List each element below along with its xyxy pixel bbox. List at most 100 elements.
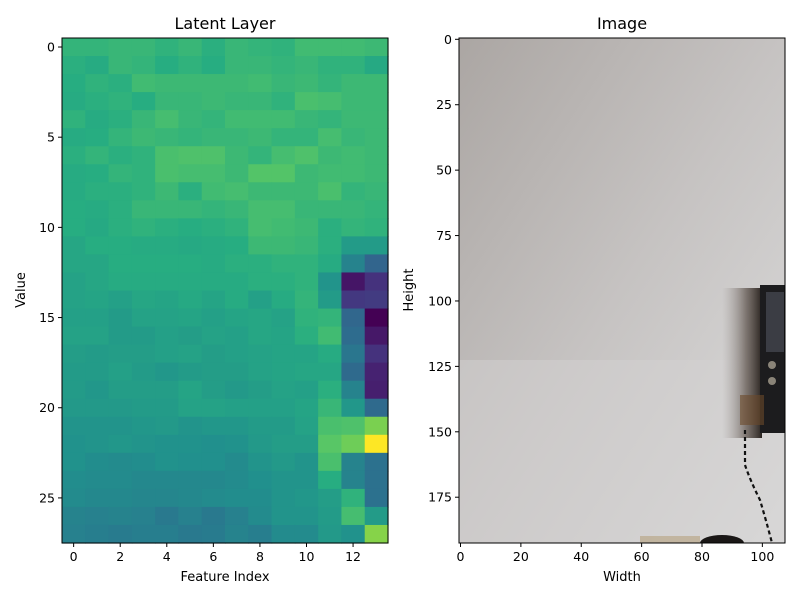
- device-base-glow: [740, 395, 764, 425]
- heatmap-cell: [62, 470, 86, 490]
- y-tick-label: 150: [428, 424, 452, 439]
- heatmap-cell: [85, 74, 110, 93]
- heatmap-cell: [271, 470, 296, 490]
- heatmap-cell: [318, 290, 343, 310]
- heatmap-cell: [108, 488, 133, 508]
- photo-image: [459, 38, 785, 543]
- x-tick-label: 0: [70, 549, 78, 564]
- heatmap-cell: [341, 398, 366, 418]
- heatmap-cell: [131, 416, 156, 436]
- heatmap-cell: [318, 398, 343, 418]
- heatmap-cell: [155, 56, 180, 75]
- y-tick-label: 0: [47, 40, 55, 55]
- heatmap-cell: [178, 236, 203, 256]
- heatmap-cell: [271, 236, 296, 256]
- heatmap-cell: [364, 524, 389, 544]
- heatmap-cell: [364, 362, 389, 382]
- heatmap-cell: [131, 56, 156, 75]
- x-tick-label: 4: [163, 549, 171, 564]
- y-tick-label: 10: [39, 220, 55, 235]
- heatmap-cell: [108, 524, 133, 544]
- heatmap-cell: [271, 128, 296, 147]
- heatmap-cell: [318, 416, 343, 436]
- heatmap-cell: [225, 38, 249, 57]
- heatmap-x-ticks: 0 2 4 6 8 10 12: [70, 543, 361, 564]
- heatmap-cell: [178, 308, 203, 328]
- heatmap-cell: [318, 200, 343, 219]
- heatmap-cell: [318, 434, 343, 454]
- heatmap-cell: [201, 164, 226, 183]
- heatmap-cell: [62, 506, 86, 526]
- heatmap-cell: [131, 362, 156, 382]
- heatmap-cell: [201, 128, 226, 147]
- heatmap-cell: [294, 218, 319, 237]
- heatmap-cell: [62, 38, 86, 57]
- heatmap-cell: [294, 524, 319, 544]
- heatmap-cell: [248, 326, 273, 346]
- heatmap-cell: [131, 524, 156, 544]
- heatmap-cell: [225, 182, 249, 201]
- heatmap-cell: [108, 308, 133, 328]
- heatmap-cell: [271, 182, 296, 201]
- heatmap-y-ticks: 0 5 10 15 20 25: [39, 40, 62, 505]
- y-tick-label: 50: [436, 163, 452, 178]
- heatmap-cell: [341, 416, 366, 436]
- heatmap-cell: [108, 164, 133, 183]
- heatmap-cell: [318, 452, 343, 472]
- image-title: Image: [597, 14, 647, 33]
- heatmap-cell: [294, 416, 319, 436]
- heatmap-cell: [155, 200, 180, 219]
- heatmap-cell: [271, 524, 296, 544]
- heatmap-cell: [248, 146, 273, 165]
- heatmap-cell: [62, 110, 86, 129]
- heatmap-cell: [108, 506, 133, 526]
- heatmap-cell: [364, 344, 389, 364]
- heatmap-cell: [271, 362, 296, 382]
- heatmap-cell: [294, 236, 319, 256]
- heatmap-cell: [178, 488, 203, 508]
- heatmap-cell: [62, 524, 86, 544]
- heatmap-cell: [341, 290, 366, 310]
- heatmap-cell: [131, 290, 156, 310]
- heatmap-cell: [248, 164, 273, 183]
- x-tick-label: 20: [513, 549, 529, 564]
- floor-edge: [640, 536, 700, 543]
- y-tick-label: 15: [39, 310, 55, 325]
- heatmap-cell: [85, 362, 110, 382]
- heatmap-cell: [294, 398, 319, 418]
- heatmap-cell: [364, 290, 389, 310]
- heatmap-cell: [271, 452, 296, 472]
- heatmap-cell: [201, 362, 226, 382]
- heatmap-cell: [294, 56, 319, 75]
- image-x-axis-label: Width: [603, 570, 641, 585]
- heatmap-cell: [131, 488, 156, 508]
- heatmap-cell: [108, 290, 133, 310]
- heatmap-cell: [294, 452, 319, 472]
- heatmap-cell: [364, 272, 389, 292]
- heatmap-cell: [131, 326, 156, 346]
- heatmap-y-axis-label: Value: [14, 272, 29, 308]
- heatmap-cell: [155, 92, 180, 111]
- heatmap-cell: [248, 344, 273, 364]
- heatmap-cell: [201, 56, 226, 75]
- heatmap-cell: [248, 92, 273, 111]
- heatmap-cell: [248, 254, 273, 274]
- heatmap-cell: [364, 398, 389, 418]
- heatmap-cell: [201, 344, 226, 364]
- heatmap-cell: [131, 380, 156, 400]
- heatmap-cell: [271, 290, 296, 310]
- heatmap-cell: [201, 488, 226, 508]
- heatmap-cell: [131, 254, 156, 274]
- heatmap-cell: [248, 110, 273, 129]
- heatmap-cell: [62, 452, 86, 472]
- heatmap-cell: [62, 290, 86, 310]
- heatmap-cell: [201, 326, 226, 346]
- heatmap-cell: [62, 200, 86, 219]
- heatmap-cell: [108, 470, 133, 490]
- heatmap-cell: [225, 488, 249, 508]
- heatmap-cell: [271, 92, 296, 111]
- heatmap-cell: [318, 56, 343, 75]
- heatmap-cell: [248, 272, 273, 292]
- heatmap-cell: [155, 398, 180, 418]
- heatmap-cell: [364, 488, 389, 508]
